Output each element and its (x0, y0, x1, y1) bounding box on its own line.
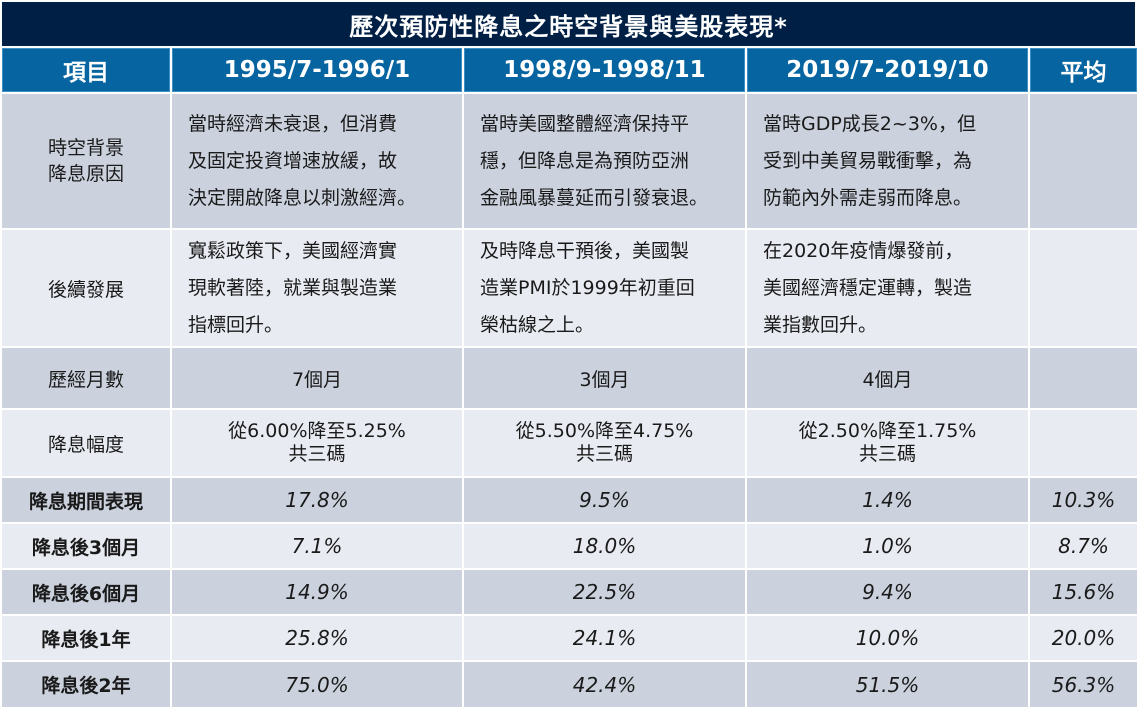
cell-value: 22.5% (464, 570, 745, 614)
cell-duration-1995: 7個月 (172, 348, 462, 408)
row-label-during-cut: 降息期間表現 (2, 478, 170, 522)
row-label-after-6m: 降息後6個月 (2, 570, 170, 614)
row-label-background: 時空背景 降息原因 (2, 94, 170, 228)
table-row-performance: 降息後2年 75.0% 42.4% 51.5% 56.3% (2, 662, 1137, 707)
table-row-duration: 歷經月數 7個月 3個月 4個月 (2, 348, 1137, 408)
cell-value: 42.4% (464, 662, 745, 707)
header-row: 項目 1995/7-1996/1 1998/9-1998/11 2019/7-2… (2, 48, 1137, 92)
cell-value: 7.1% (172, 524, 462, 568)
cell-background-1998: 當時美國整體經濟保持平 穩，但降息是為預防亞洲 金融風暴蔓延而引發衰退。 (464, 94, 745, 228)
rate-cut-comparison-table: 項目 1995/7-1996/1 1998/9-1998/11 2019/7-2… (0, 46, 1137, 709)
table-row-performance: 降息期間表現 17.8% 9.5% 1.4% 10.3% (2, 478, 1137, 522)
row-label-aftermath: 後續發展 (2, 230, 170, 346)
table-row-performance: 降息後3個月 7.1% 18.0% 1.0% 8.7% (2, 524, 1137, 568)
cell-value: 1.4% (747, 478, 1028, 522)
cell-duration-average (1030, 348, 1137, 408)
cell-average: 20.0% (1030, 616, 1137, 660)
cell-value: 75.0% (172, 662, 462, 707)
header-period-1998: 1998/9-1998/11 (464, 48, 745, 92)
cell-background-average (1030, 94, 1137, 228)
cell-value: 24.1% (464, 616, 745, 660)
cell-cut-size-2019: 從2.50%降至1.75% 共三碼 (747, 410, 1028, 476)
cell-cut-size-1995: 從6.00%降至5.25% 共三碼 (172, 410, 462, 476)
table-row-performance: 降息後6個月 14.9% 22.5% 9.4% 15.6% (2, 570, 1137, 614)
cell-background-2019: 當時GDP成長2~3%，但 受到中美貿易戰衝擊，為 防範內外需走弱而降息。 (747, 94, 1028, 228)
cell-value: 25.8% (172, 616, 462, 660)
cell-value: 9.4% (747, 570, 1028, 614)
cell-average: 8.7% (1030, 524, 1137, 568)
cell-cut-size-average (1030, 410, 1137, 476)
table-title: 歷次預防性降息之時空背景與美股表現* (2, 2, 1135, 46)
row-label-duration: 歷經月數 (2, 348, 170, 408)
cell-aftermath-2019: 在2020年疫情爆發前， 美國經濟穩定運轉，製造 業指數回升。 (747, 230, 1028, 346)
header-period-1995: 1995/7-1996/1 (172, 48, 462, 92)
cell-value: 18.0% (464, 524, 745, 568)
header-average: 平均 (1030, 48, 1137, 92)
header-period-2019: 2019/7-2019/10 (747, 48, 1028, 92)
cell-value: 14.9% (172, 570, 462, 614)
cell-cut-size-1998: 從5.50%降至4.75% 共三碼 (464, 410, 745, 476)
table-row-cut-size: 降息幅度 從6.00%降至5.25% 共三碼 從5.50%降至4.75% 共三碼… (2, 410, 1137, 476)
cell-average: 15.6% (1030, 570, 1137, 614)
cell-duration-2019: 4個月 (747, 348, 1028, 408)
cell-duration-1998: 3個月 (464, 348, 745, 408)
row-label-after-2y: 降息後2年 (2, 662, 170, 707)
cell-aftermath-1998: 及時降息干預後，美國製 造業PMI於1999年初重回 榮枯線之上。 (464, 230, 745, 346)
cell-average: 56.3% (1030, 662, 1137, 707)
row-label-cut-size: 降息幅度 (2, 410, 170, 476)
cell-value: 51.5% (747, 662, 1028, 707)
row-label-after-1y: 降息後1年 (2, 616, 170, 660)
cell-background-1995: 當時經濟未衰退，但消費 及固定投資增速放緩，故 決定開啟降息以刺激經濟。 (172, 94, 462, 228)
cell-value: 10.0% (747, 616, 1028, 660)
cell-value: 17.8% (172, 478, 462, 522)
table-row-aftermath: 後續發展 寬鬆政策下，美國經濟實 現軟著陸，就業與製造業 指標回升。 及時降息干… (2, 230, 1137, 346)
cell-aftermath-average (1030, 230, 1137, 346)
header-item: 項目 (2, 48, 170, 92)
row-label-after-3m: 降息後3個月 (2, 524, 170, 568)
table-row-background: 時空背景 降息原因 當時經濟未衰退，但消費 及固定投資增速放緩，故 決定開啟降息… (2, 94, 1137, 228)
cell-average: 10.3% (1030, 478, 1137, 522)
cell-aftermath-1995: 寬鬆政策下，美國經濟實 現軟著陸，就業與製造業 指標回升。 (172, 230, 462, 346)
table-row-performance: 降息後1年 25.8% 24.1% 10.0% 20.0% (2, 616, 1137, 660)
cell-value: 1.0% (747, 524, 1028, 568)
cell-value: 9.5% (464, 478, 745, 522)
